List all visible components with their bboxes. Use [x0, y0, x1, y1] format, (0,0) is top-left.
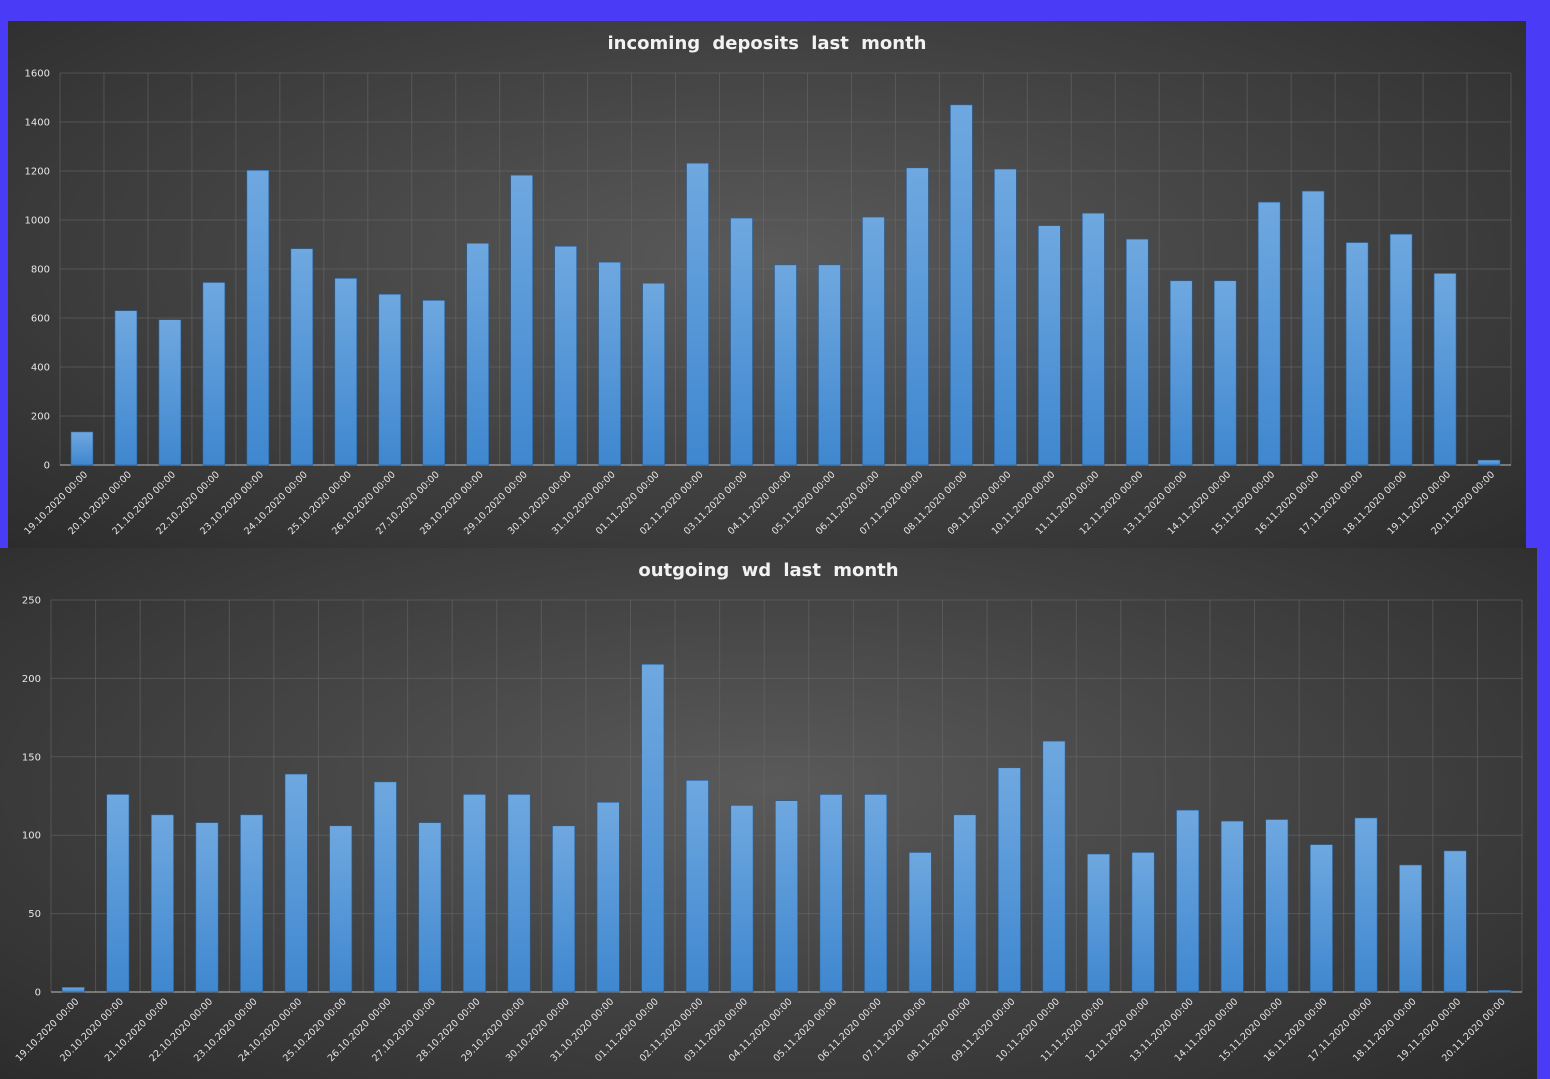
bar — [202, 282, 226, 466]
bar — [422, 300, 446, 466]
bar — [818, 264, 841, 466]
bar — [953, 814, 977, 993]
bar — [997, 767, 1021, 993]
bar — [1176, 809, 1200, 993]
withdrawals-chart-panel: outgoing wd last month 0 50 100 150 200 250 19… — [0, 548, 1537, 1079]
bar — [552, 825, 576, 993]
y-tick-label: 800 — [31, 265, 50, 276]
bar — [195, 822, 219, 993]
bar — [334, 278, 358, 466]
bar — [864, 794, 888, 993]
bar — [1433, 273, 1457, 466]
bar — [1220, 820, 1244, 993]
bar — [329, 825, 353, 993]
y-tick-label: 400 — [31, 363, 50, 374]
y-tick-label: 0 — [35, 988, 41, 999]
bar — [906, 167, 929, 466]
y-tick-label: 600 — [31, 314, 50, 325]
bar — [1257, 201, 1281, 466]
bar — [598, 261, 621, 466]
bar — [106, 794, 130, 993]
bar — [908, 852, 932, 993]
bar — [819, 794, 843, 993]
bar — [685, 780, 709, 993]
bar — [774, 264, 797, 466]
bar — [1042, 740, 1066, 993]
bar — [61, 986, 85, 993]
bar — [507, 794, 531, 993]
bar — [1087, 853, 1110, 993]
bar — [418, 822, 442, 993]
deposits-bar-chart: 0200400600800100012001400160019.10.2020 … — [22, 69, 1512, 537]
bar — [284, 773, 308, 993]
bar — [1488, 990, 1512, 993]
y-tick-label: 0 — [44, 461, 50, 472]
bar — [642, 282, 665, 466]
bar — [158, 319, 182, 466]
bar — [1399, 864, 1423, 993]
bar — [150, 814, 174, 993]
bar — [862, 216, 885, 466]
bar — [1345, 242, 1369, 466]
bar — [1301, 190, 1325, 466]
bar — [950, 104, 973, 466]
y-tick-label: 1600 — [25, 69, 50, 80]
bar — [1265, 819, 1289, 993]
bar — [730, 805, 754, 993]
bar — [246, 169, 270, 466]
bar — [1213, 280, 1237, 466]
bar — [1443, 850, 1467, 993]
bar — [686, 162, 709, 466]
bar — [1038, 225, 1061, 466]
y-tick-label: 200 — [31, 412, 50, 423]
bar — [775, 800, 798, 993]
y-tick-label: 1200 — [25, 167, 50, 178]
bar — [1354, 817, 1378, 993]
bar — [1131, 852, 1155, 993]
bar — [373, 781, 397, 993]
y-tick-label: 50 — [28, 909, 41, 920]
bar — [1477, 459, 1501, 466]
y-tick-label: 250 — [22, 596, 41, 607]
bar — [994, 168, 1017, 466]
chart-title: incoming deposits last month — [607, 33, 927, 54]
bar — [1309, 844, 1333, 993]
chart-title: outgoing wd last month — [638, 560, 899, 581]
bar — [378, 293, 402, 466]
bar — [290, 248, 314, 466]
y-tick-label: 1000 — [25, 216, 50, 227]
bar — [240, 814, 264, 993]
y-tick-label: 200 — [22, 674, 41, 685]
y-tick-label: 1400 — [25, 118, 50, 129]
y-tick-label: 100 — [22, 831, 41, 842]
bar — [70, 431, 94, 466]
bar — [554, 245, 577, 466]
bar — [641, 663, 665, 993]
bar — [114, 310, 138, 466]
bar — [1081, 212, 1105, 466]
y-tick-label: 150 — [22, 752, 41, 763]
bar — [1389, 233, 1413, 466]
bar — [463, 794, 486, 993]
bar — [1169, 280, 1193, 466]
bar — [510, 174, 533, 466]
bar — [596, 801, 620, 993]
bar — [466, 242, 490, 466]
bar — [1125, 238, 1149, 466]
deposits-chart-panel: incoming deposits last month 0 200 400 600 8… — [8, 21, 1526, 548]
bar — [730, 217, 753, 466]
